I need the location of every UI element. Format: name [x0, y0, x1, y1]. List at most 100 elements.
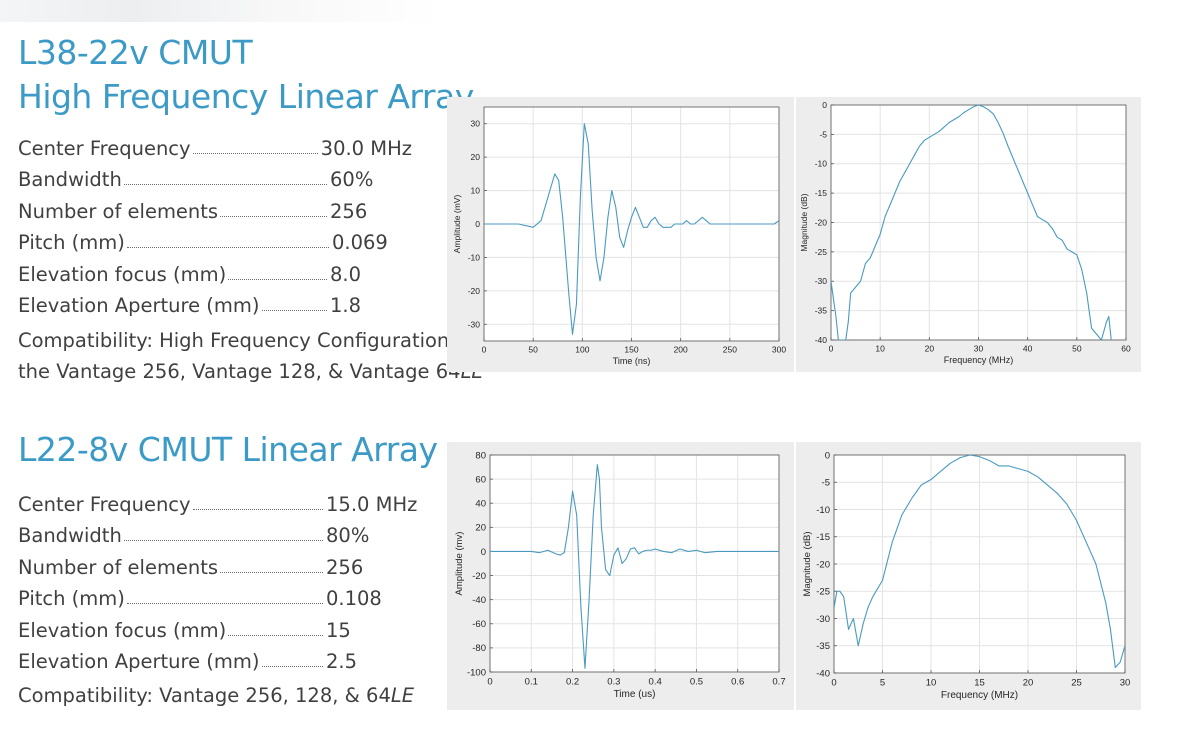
y-tick-label: 80: [475, 450, 486, 461]
spec-label: Bandwidth: [18, 524, 122, 547]
x-tick-label: 200: [674, 345, 688, 355]
spec-label: Pitch (mm): [18, 231, 125, 254]
y-tick-label: -25: [815, 247, 828, 257]
y-tick-label: -20: [815, 217, 828, 227]
x-tick-label: 20: [925, 344, 935, 354]
spec-row: Center Frequency 30.0 MHz: [18, 128, 412, 160]
spec-value: 15: [326, 618, 351, 642]
pulse-response-chart-l38: 0 50 100 150 200 250 300 -30 -20 -10 0 10 20 30 Time (…: [452, 106, 786, 366]
y-tick-label: 60: [475, 474, 486, 485]
plot-area: [490, 455, 779, 672]
x-axis-label: Frequency (MHz): [941, 690, 1018, 701]
dot-leader: [192, 508, 323, 510]
spec-row: Number of elements 256: [18, 191, 412, 223]
x-tick-label: 0.2: [566, 677, 579, 688]
product1-spec-list: Center Frequency 30.0 MHz Bandwidth 60% Nu…: [18, 128, 412, 318]
y-tick-label: -30: [468, 319, 481, 329]
product1-compatibility-line1: Compatibility: High Frequency Configurat…: [18, 329, 485, 352]
dot-leader: [220, 571, 323, 573]
spec-row: Bandwidth 80%: [18, 516, 400, 547]
spec-value: 8.0: [330, 262, 362, 286]
dot-leader: [126, 603, 323, 604]
spec-value: 0.069: [332, 231, 388, 254]
spec-row: Pitch (mm) 0.069: [18, 223, 412, 254]
spec-label: Center Frequency: [18, 136, 191, 160]
spec-value: 15.0 MHz: [326, 492, 418, 516]
spec-row: Elevation focus (mm) 8.0: [18, 254, 412, 286]
x-tick-label: 0: [831, 678, 836, 689]
x-tick-label: 60: [1121, 344, 1131, 354]
x-tick-label: 0: [487, 677, 492, 688]
spec-row: Pitch (mm) 0.108: [18, 579, 400, 610]
y-tick-label: -10: [815, 159, 828, 169]
spec-row: Elevation focus (mm) 15: [18, 610, 400, 642]
spec-value: 80%: [326, 524, 370, 547]
y-axis-label: Amplitude (mV): [452, 195, 462, 254]
x-tick-label: 30: [974, 344, 984, 354]
x-tick-label: 300: [772, 345, 786, 355]
x-tick-label: 10: [875, 344, 885, 354]
product1-compatibility-line2: the Vantage 256, Vantage 128, & Vantage …: [18, 356, 484, 387]
chart-panel-pulse-l38: 0 50 100 150 200 250 300 -30 -20 -10 0 10 20 30 Time (…: [447, 97, 794, 372]
y-axis-label: Magnitude (dB): [802, 532, 813, 597]
y-tick-label: -40: [816, 668, 830, 679]
dot-leader: [261, 666, 323, 667]
spec-row: Center Frequency 15.0 MHz: [18, 484, 418, 516]
x-tick-label: 0: [482, 345, 487, 355]
x-tick-label: 15: [974, 678, 985, 689]
y-tick-label: -40: [815, 335, 828, 345]
y-tick-label: 20: [471, 152, 481, 162]
y-tick-label: 40: [475, 499, 486, 510]
y-tick-label: -5: [822, 478, 830, 489]
y-tick-label: -35: [815, 306, 828, 316]
spec-value: 0.108: [326, 587, 382, 610]
y-tick-label: -20: [816, 559, 830, 570]
x-tick-label: 150: [624, 345, 638, 355]
x-tick-label: 0.4: [649, 677, 662, 688]
frequency-spectrum-chart-l22: 0 5 10 15 20 25 30 -40 -35 -30 -25 -20 -15 -10 -5 0 Freq…: [802, 450, 1131, 701]
y-axis-label: Magnitude (dB): [799, 193, 809, 251]
pulse-response-chart-l22: 0 0.1 0.2 0.3 0.4 0.5 0.6 0.7 -100 -80 -60 -40 -20 0 2…: [454, 450, 786, 700]
spec-row: Number of elements 256: [18, 547, 400, 579]
y-tick-label: -100: [467, 667, 486, 678]
spec-label: Bandwidth: [18, 168, 122, 191]
x-tick-label: 50: [528, 345, 538, 355]
spec-value: 1.8: [330, 294, 362, 317]
x-axis-label: Time (us): [614, 689, 656, 700]
spec-value: 256: [330, 199, 368, 223]
x-tick-label: 30: [1120, 678, 1131, 689]
spec-row: Bandwidth 60%: [18, 160, 412, 191]
spec-value: 256: [326, 555, 364, 579]
chart-panel-pulse-l22: 0 0.1 0.2 0.3 0.4 0.5 0.6 0.7 -100 -80 -60 -40 -20 0 2…: [447, 442, 794, 710]
x-tick-label: 100: [575, 345, 589, 355]
product2-title: L22-8v CMUT Linear Array: [18, 430, 438, 469]
spec-label: Number of elements: [18, 555, 219, 579]
y-tick-label: -40: [472, 595, 486, 606]
y-tick-label: 0: [822, 100, 827, 110]
dot-leader: [192, 152, 318, 154]
y-tick-label: -15: [815, 188, 828, 198]
spec-row: Elevation Aperture (mm) 1.8: [18, 286, 412, 317]
series-line: [490, 464, 779, 669]
y-tick-label: -80: [472, 643, 486, 654]
y-tick-label: 30: [471, 119, 481, 129]
chart-panel-spectrum-l38: 0 10 20 30 40 50 60 -40 -35 -30 -25 -20 -15 -10 -5 0 Fre…: [796, 97, 1141, 372]
y-tick-label: -5: [819, 129, 827, 139]
spec-label: Elevation focus (mm): [18, 262, 227, 286]
product2-compatibility: Compatibility: Vantage 256, 128, & 64LE: [18, 680, 414, 711]
x-tick-label: 0.3: [607, 677, 620, 688]
spec-label: Elevation Aperture (mm): [18, 650, 260, 673]
spec-label: Elevation focus (mm): [18, 618, 227, 642]
top-decorative-band: [0, 0, 440, 22]
x-tick-label: 0.7: [772, 677, 785, 688]
x-tick-label: 0: [829, 344, 834, 354]
y-tick-label: -20: [472, 571, 486, 582]
product1-title-line1: L38-22v CMUT: [18, 33, 253, 72]
dot-leader: [123, 540, 323, 541]
x-tick-label: 50: [1072, 344, 1082, 354]
y-tick-label: -60: [472, 619, 486, 630]
x-axis-label: Time (ns): [613, 356, 651, 366]
x-tick-label: 40: [1023, 344, 1033, 354]
y-tick-label: 0: [481, 547, 486, 558]
y-tick-label: -20: [468, 286, 481, 296]
